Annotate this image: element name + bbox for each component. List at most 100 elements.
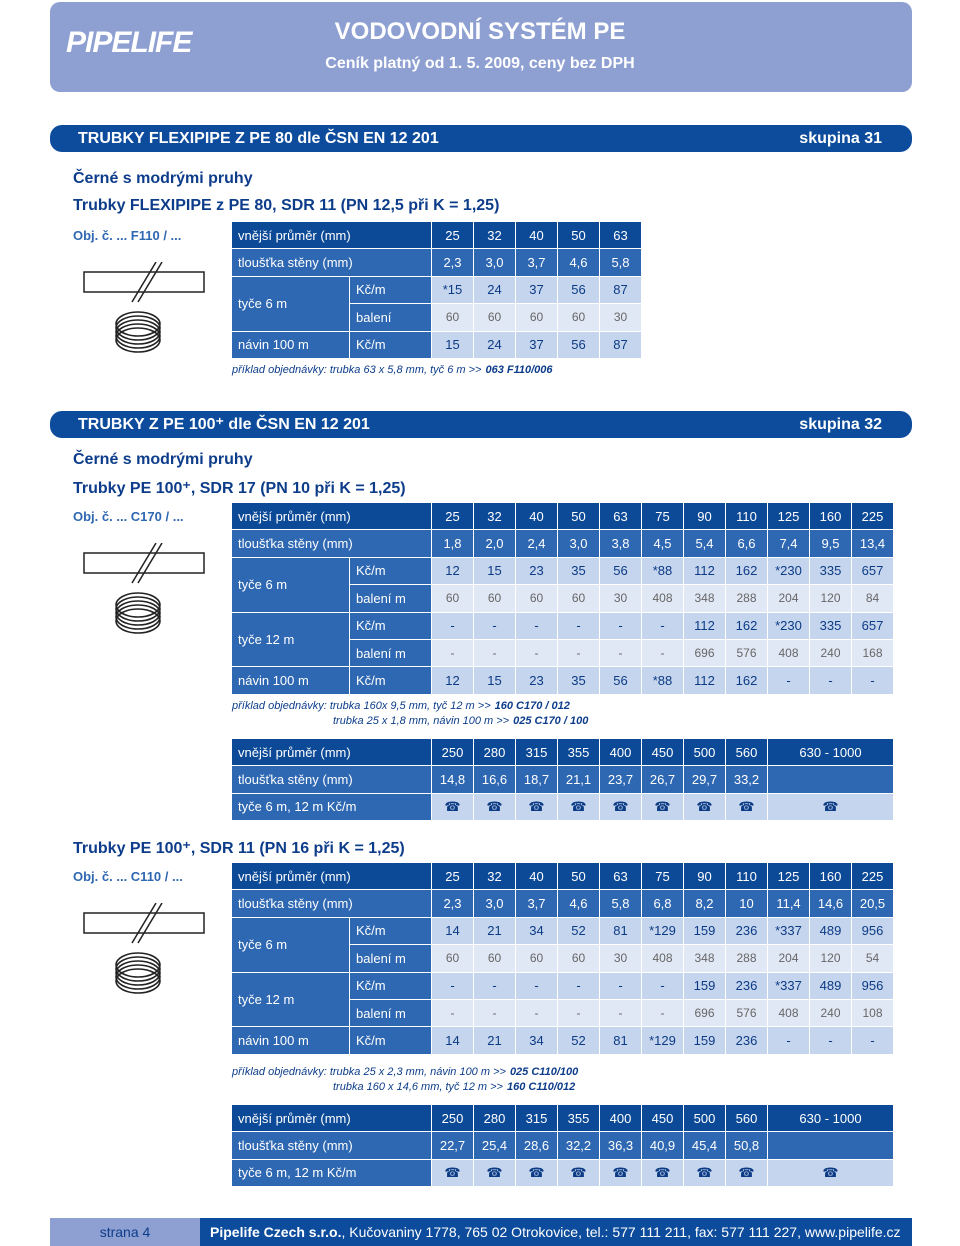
table-cell: - — [642, 612, 683, 639]
table-cell: 630 - 1000 — [768, 739, 893, 766]
table-cell: 60 — [558, 585, 599, 612]
table-cell: 335 — [810, 557, 851, 585]
table-cell: 60 — [474, 304, 515, 331]
header-subtitle: Ceník platný od 1. 5. 2009, ceny bez DPH — [325, 55, 635, 72]
table-cell: 120 — [810, 585, 851, 612]
row-label: tyče 6 m — [232, 917, 349, 972]
table-cell: ☎ — [558, 793, 599, 821]
table-cell: 33,2 — [726, 766, 767, 793]
row-label: vnější průměr (mm) — [232, 863, 431, 890]
table-cell: ☎ — [474, 793, 515, 821]
table-cell: - — [600, 612, 641, 639]
table-cell: *129 — [642, 917, 683, 945]
table-cell: 63 — [600, 503, 641, 530]
table-cell: 34 — [516, 1027, 557, 1054]
table-cell: 112 — [684, 667, 725, 694]
table-cell: ☎ — [726, 1159, 767, 1187]
order-no: Obj. č. ... F110 / ... — [73, 228, 182, 243]
table-cell: 125 — [768, 503, 809, 530]
table-cell: - — [516, 1000, 557, 1027]
row-label: tloušťka stěny (mm) — [232, 1132, 431, 1159]
table-cell: 4,5 — [642, 530, 683, 557]
table-cell: - — [642, 972, 683, 999]
table-cell: 400 — [600, 1105, 641, 1132]
row-label: tyče 6 m — [232, 557, 349, 612]
table-cell: 315 — [516, 739, 557, 766]
table-cell: - — [600, 1000, 641, 1027]
table-cell: - — [474, 640, 515, 667]
table-cell: ☎ — [642, 1159, 683, 1187]
table-cell: ☎ — [432, 1159, 473, 1187]
table-cell: 236 — [726, 1027, 767, 1054]
unit-label: Kč/m — [350, 972, 431, 999]
unit-label: balení — [350, 304, 431, 331]
table-cell: 25 — [432, 222, 473, 249]
table-cell: 489 — [810, 972, 851, 999]
empty-cell — [768, 1132, 893, 1159]
table-cell: - — [768, 1027, 809, 1054]
order-example: trubka 160 x 14,6 mm, tyč 12 m >> 160 C11… — [333, 1081, 575, 1093]
example-code: 025 C170 / 100 — [513, 715, 589, 727]
logo: PIPELIFE — [66, 26, 192, 59]
table-cell: 50 — [558, 222, 599, 249]
subheading: Trubky PE 100⁺, SDR 17 (PN 10 při K = 1,… — [73, 480, 406, 497]
table-cell: 30 — [600, 304, 641, 331]
table-cell: 50 — [558, 503, 599, 530]
table-cell: ☎ — [558, 1159, 599, 1187]
table-cell: ☎ — [516, 793, 557, 821]
table-cell: 696 — [684, 640, 725, 667]
unit-label: Kč/m — [350, 276, 431, 304]
table-cell: 3,0 — [474, 249, 515, 276]
subheading: Trubky PE 100⁺, SDR 11 (PN 16 při K = 1,… — [73, 840, 405, 857]
table-cell: - — [432, 972, 473, 999]
table-cell: 3,8 — [600, 530, 641, 557]
table-cell: *88 — [642, 667, 683, 694]
table-cell: 450 — [642, 739, 683, 766]
table-cell: 348 — [684, 585, 725, 612]
unit-label: Kč/m — [350, 612, 431, 639]
table-cell: 25 — [432, 503, 473, 530]
table-cell: - — [558, 612, 599, 639]
table-cell: 54 — [852, 945, 893, 972]
table-cell: - — [642, 1000, 683, 1027]
table-cell: ☎ — [432, 793, 473, 821]
table-cell: ☎ — [474, 1159, 515, 1187]
table-cell: *129 — [642, 1027, 683, 1054]
subheading: Trubky FLEXIPIPE z PE 80, SDR 11 (PN 12,… — [73, 197, 500, 214]
table-cell: 60 — [558, 304, 599, 331]
table-cell: 489 — [810, 917, 851, 945]
table-cell: ☎ — [600, 793, 641, 821]
table-cell: - — [600, 972, 641, 999]
table-cell: 288 — [726, 945, 767, 972]
table-cell: 37 — [516, 276, 557, 304]
table-cell: 315 — [516, 1105, 557, 1132]
table-cell: - — [600, 640, 641, 667]
order-no: Obj. č. ... C170 / ... — [73, 509, 184, 524]
row-label: vnější průměr (mm) — [232, 739, 431, 766]
unit-label: balení m — [350, 945, 431, 972]
heading: Černé s modrými pruhy — [73, 170, 253, 187]
row-label: tloušťka stěny (mm) — [232, 766, 431, 793]
footer-company: Pipelife Czech s.r.o. — [210, 1224, 342, 1240]
table-cell: 14,6 — [810, 890, 851, 917]
order-example: trubka 25 x 1,8 mm, návin 100 m >> 025 C1… — [333, 715, 588, 727]
row-label: návin 100 m — [232, 667, 349, 694]
row-label: vnější průměr (mm) — [232, 222, 431, 249]
row-label: tloušťka stěny (mm) — [232, 890, 431, 917]
row-label: návin 100 m — [232, 331, 349, 358]
table-cell: - — [516, 612, 557, 639]
table-cell: 408 — [768, 1000, 809, 1027]
table-cell: 56 — [600, 667, 641, 694]
table-cell: 60 — [432, 945, 473, 972]
table-cell: *230 — [768, 612, 809, 639]
table-cell: 5,4 — [684, 530, 725, 557]
table-cell: 40,9 — [642, 1132, 683, 1159]
table-cell: ☎ — [768, 793, 893, 821]
row-label: návin 100 m — [232, 1027, 349, 1054]
table-cell: 204 — [768, 945, 809, 972]
table-cell: 29,7 — [684, 766, 725, 793]
table-cell: 576 — [726, 1000, 767, 1027]
table-cell: 500 — [684, 739, 725, 766]
table-cell: 32 — [474, 222, 515, 249]
table-cell: - — [516, 972, 557, 999]
